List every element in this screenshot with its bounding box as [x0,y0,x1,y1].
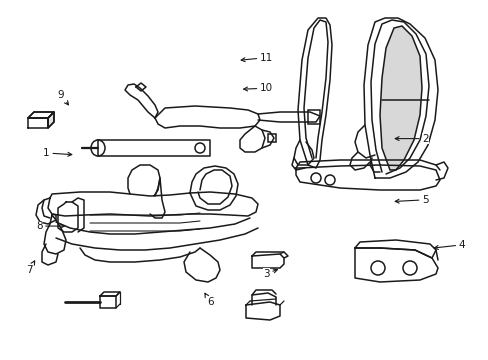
Polygon shape [28,112,54,118]
Circle shape [325,175,334,185]
Polygon shape [48,112,54,128]
Polygon shape [379,26,421,170]
Text: 1: 1 [43,148,72,158]
Polygon shape [307,110,319,124]
Text: 10: 10 [243,83,272,93]
Text: 3: 3 [263,269,277,279]
Ellipse shape [91,140,105,156]
Circle shape [402,261,416,275]
Circle shape [195,143,204,153]
Text: 11: 11 [241,53,273,63]
Text: 2: 2 [394,134,428,144]
Polygon shape [267,134,275,142]
Text: 6: 6 [204,293,213,307]
Text: 5: 5 [394,195,428,205]
Text: 8: 8 [36,221,64,231]
Text: 7: 7 [26,261,35,275]
Text: 4: 4 [433,240,465,250]
Circle shape [310,173,320,183]
Text: 9: 9 [58,90,68,105]
Circle shape [370,261,384,275]
